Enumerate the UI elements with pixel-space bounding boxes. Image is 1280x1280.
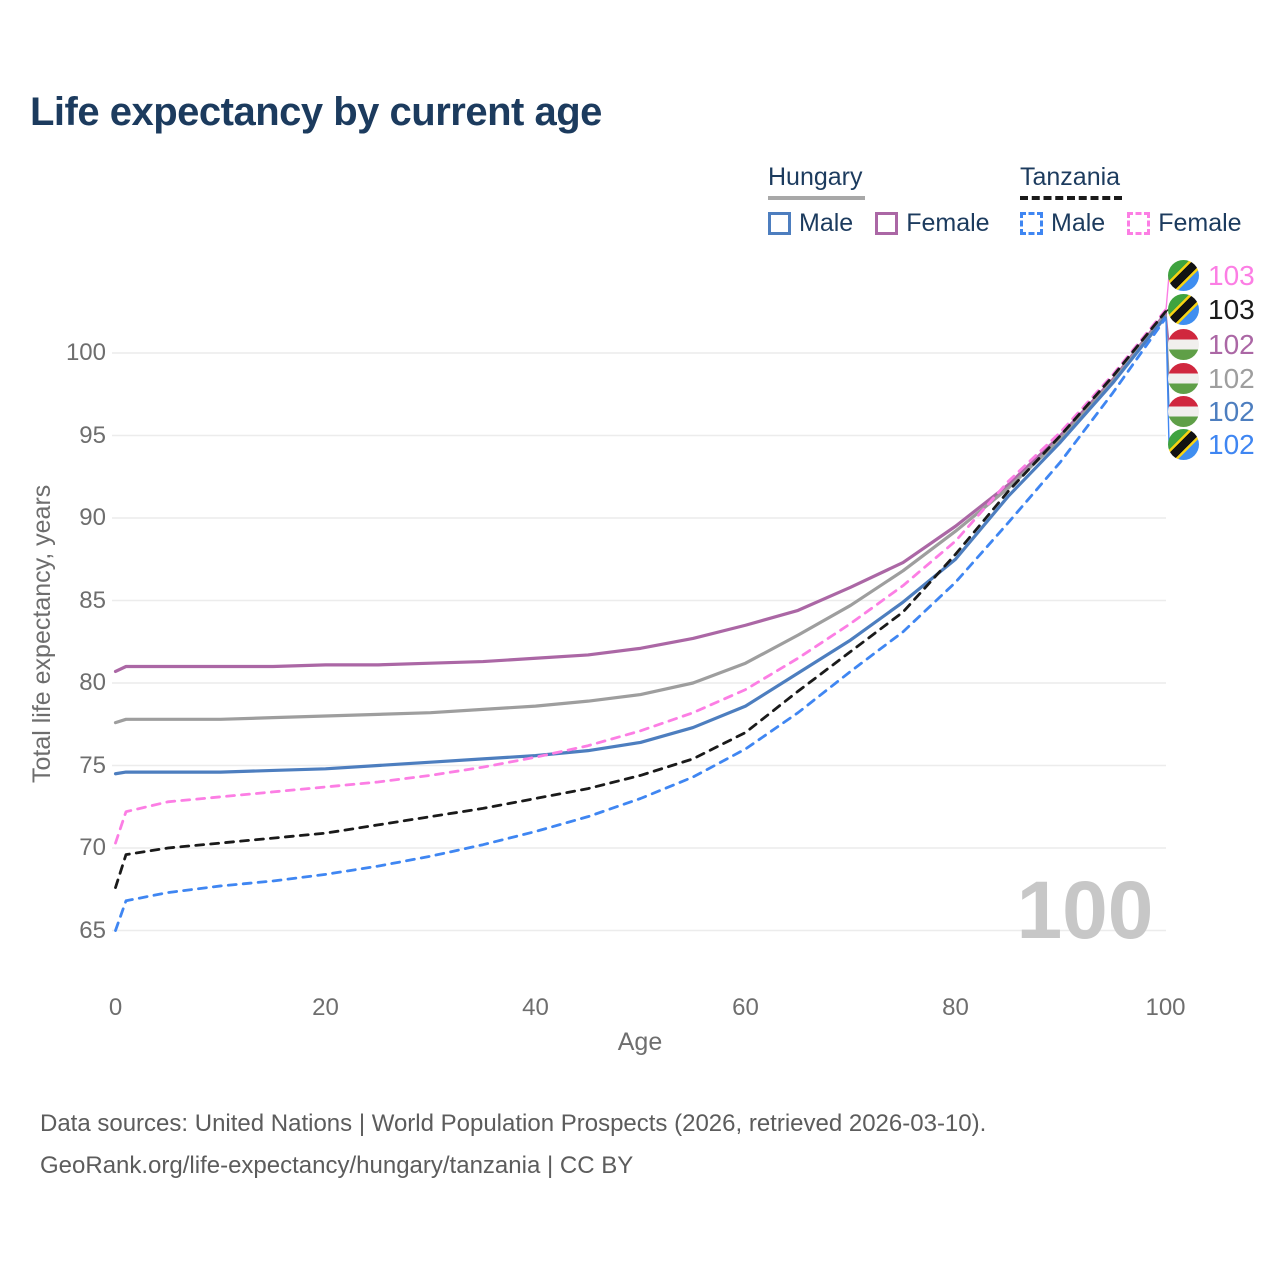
end-value-label: 102: [1168, 327, 1255, 361]
hungary-flag-icon: [1168, 395, 1199, 427]
y-tick-label-65: 65: [79, 916, 106, 944]
legend-swatch-icon: [768, 212, 791, 235]
x-tick-label-60: 60: [732, 994, 759, 1021]
end-value-text: 102: [1208, 428, 1255, 460]
end-value-text: 102: [1208, 395, 1255, 427]
x-tick-label-80: 80: [942, 994, 969, 1021]
series-line-hungary-female: [113, 311, 1168, 674]
end-value-label: 102: [1168, 361, 1255, 395]
tanzania-flag-icon: [1168, 259, 1199, 291]
legend-item-label: Male: [1051, 209, 1106, 237]
age-watermark: 100: [1016, 865, 1154, 956]
end-value-label: 103: [1168, 258, 1255, 292]
series-line-hungary-both-sexes: [113, 313, 1168, 725]
legend-item-hungary-female[interactable]: Female: [875, 209, 990, 238]
page-title: Life expectancy by current age: [30, 90, 602, 134]
legend-item-label: Female: [906, 209, 990, 237]
legend-swatch-icon: [1127, 212, 1151, 235]
hungary-flag-icon: [1168, 328, 1199, 360]
y-axis-title: Total life expectancy, years: [28, 484, 56, 784]
end-value-label: 102: [1168, 394, 1255, 428]
y-tick-label-80: 80: [79, 669, 106, 696]
x-tick-label-100: 100: [1145, 994, 1186, 1021]
x-tick-label-20: 20: [312, 994, 339, 1021]
legend-group-title-hungary: Hungary: [768, 163, 865, 200]
legend-item-tanzania-male[interactable]: Male: [1020, 209, 1105, 238]
x-tick-label-0: 0: [108, 994, 123, 1021]
end-value-text: 103: [1208, 293, 1255, 325]
y-tick-label-75: 75: [79, 751, 106, 779]
legend-group-hungary: Hungary Male Female: [768, 163, 990, 238]
series-line-tanzania-both-sexes: [114, 310, 1167, 889]
tanzania-flag-icon: [1168, 428, 1199, 460]
data-source-text: Data sources: United Nations | World Pop…: [40, 1110, 987, 1137]
hungary-flag-icon: [1168, 362, 1199, 394]
y-tick-label-70: 70: [79, 834, 106, 861]
end-value-text: 102: [1208, 328, 1255, 360]
legend-swatch-icon: [1020, 212, 1043, 235]
series-line-tanzania-female: [114, 308, 1167, 845]
series-line-tanzania-male: [114, 316, 1167, 932]
y-tick-label-95: 95: [79, 421, 106, 449]
end-value-text: 102: [1208, 362, 1255, 394]
attribution-link-text: GeoRank.org/life-expectancy/hungary/tanz…: [40, 1152, 634, 1179]
legend-group-tanzania: Tanzania Male Female: [1020, 163, 1242, 238]
tanzania-flag-icon: [1168, 293, 1199, 325]
legend-item-label: Female: [1158, 209, 1242, 237]
end-value-label: 102: [1168, 427, 1255, 461]
legend-item-label: Male: [799, 209, 854, 237]
legend-group-title-tanzania: Tanzania: [1020, 163, 1123, 200]
legend-item-hungary-male[interactable]: Male: [768, 209, 853, 238]
end-value-label: 103: [1168, 292, 1255, 326]
end-value-text: 103: [1208, 259, 1255, 291]
legend-swatch-icon: [875, 212, 899, 235]
legend-item-tanzania-female[interactable]: Female: [1127, 209, 1242, 238]
series-line-hungary-male: [113, 315, 1168, 776]
y-tick-label-85: 85: [79, 586, 106, 614]
x-tick-label-40: 40: [522, 994, 549, 1021]
y-tick-label-90: 90: [79, 504, 106, 531]
x-axis-title: Age: [617, 1028, 663, 1056]
y-tick-label-100: 100: [65, 339, 106, 366]
